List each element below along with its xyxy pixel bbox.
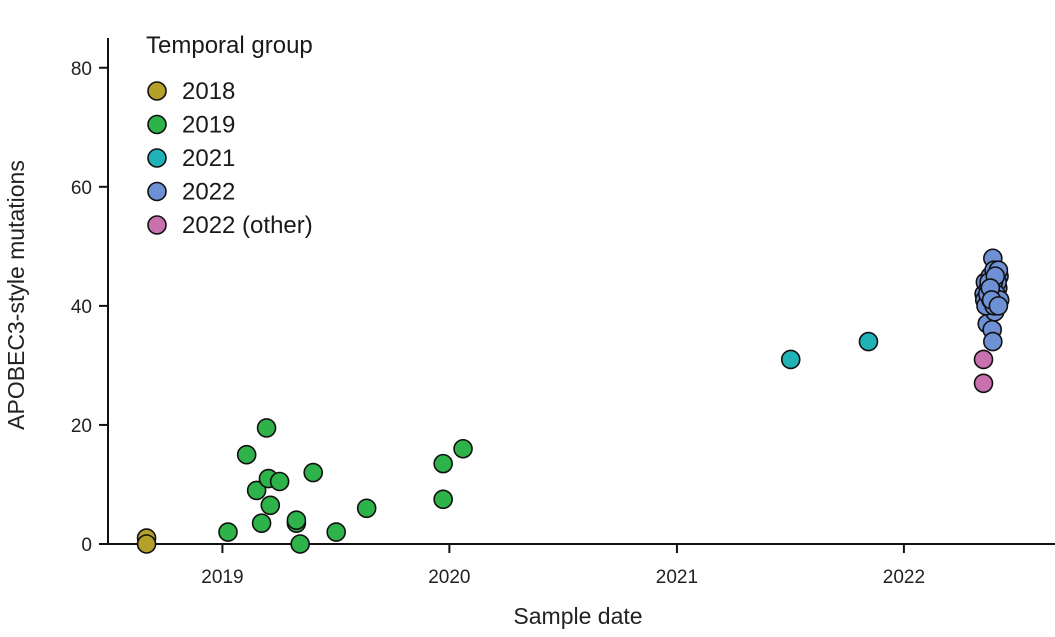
- legend-label: 2018: [182, 78, 235, 105]
- data-point-2022: [983, 331, 1003, 352]
- x-tick-label: 2020: [428, 567, 470, 588]
- data-point-2019: [433, 453, 453, 474]
- legend-label: 2021: [182, 145, 235, 172]
- data-point-2019: [236, 444, 257, 465]
- y-tick-label: 80: [71, 59, 92, 80]
- data-point-2022-other-: [973, 373, 994, 394]
- data-point-2019: [218, 522, 238, 542]
- x-ticks: 2019 2020 2021 2022: [201, 544, 925, 588]
- legend-marker: [147, 148, 167, 168]
- x-axis-title: Sample date: [513, 603, 642, 629]
- data-point-2022: [988, 296, 1009, 316]
- legend-marker: [147, 181, 167, 202]
- x-tick-label: 2019: [201, 567, 243, 588]
- y-tick-label: 0: [81, 535, 92, 556]
- data-point-2019: [290, 534, 310, 554]
- y-tick-label: 40: [71, 297, 92, 318]
- y-tick-label: 20: [71, 416, 92, 437]
- legend-items: 2018 2019 2021 2022 2022 (other): [147, 78, 313, 239]
- legend-marker: [147, 81, 167, 101]
- data-point-2019: [256, 418, 277, 438]
- legend: Temporal group 2018 2019 2021 2022 2022 (oth…: [146, 32, 313, 239]
- data-point-2019: [246, 480, 267, 501]
- data-point-2019: [326, 522, 347, 542]
- data-point-2018: [136, 534, 157, 554]
- legend-label: 2022: [182, 179, 235, 206]
- data-point-2019: [286, 510, 307, 530]
- data-point-2019: [269, 471, 290, 492]
- axes: [107, 38, 1055, 545]
- legend-label: 2019: [182, 112, 235, 139]
- data-point-2021: [780, 349, 801, 370]
- data-point-2019: [433, 489, 453, 510]
- data-point-2019: [251, 513, 272, 533]
- x-tick-label: 2021: [656, 567, 698, 588]
- legend-marker: [147, 114, 167, 135]
- data-point-2019: [260, 495, 281, 516]
- legend-title: Temporal group: [146, 32, 313, 59]
- y-tick-label: 60: [71, 178, 92, 199]
- y-axis-title: APOBEC3-style mutations: [3, 160, 29, 430]
- data-points: [136, 248, 1010, 554]
- data-point-2021: [858, 331, 879, 352]
- data-point-2022-other-: [973, 349, 994, 370]
- data-point-2019: [303, 462, 323, 483]
- x-tick-label: 2022: [883, 567, 925, 588]
- data-point-2019: [356, 498, 377, 519]
- y-ticks: 0 20 40 60 80: [71, 59, 108, 556]
- data-point-2019: [453, 438, 473, 459]
- legend-label: 2022 (other): [182, 212, 313, 239]
- legend-marker: [147, 215, 167, 235]
